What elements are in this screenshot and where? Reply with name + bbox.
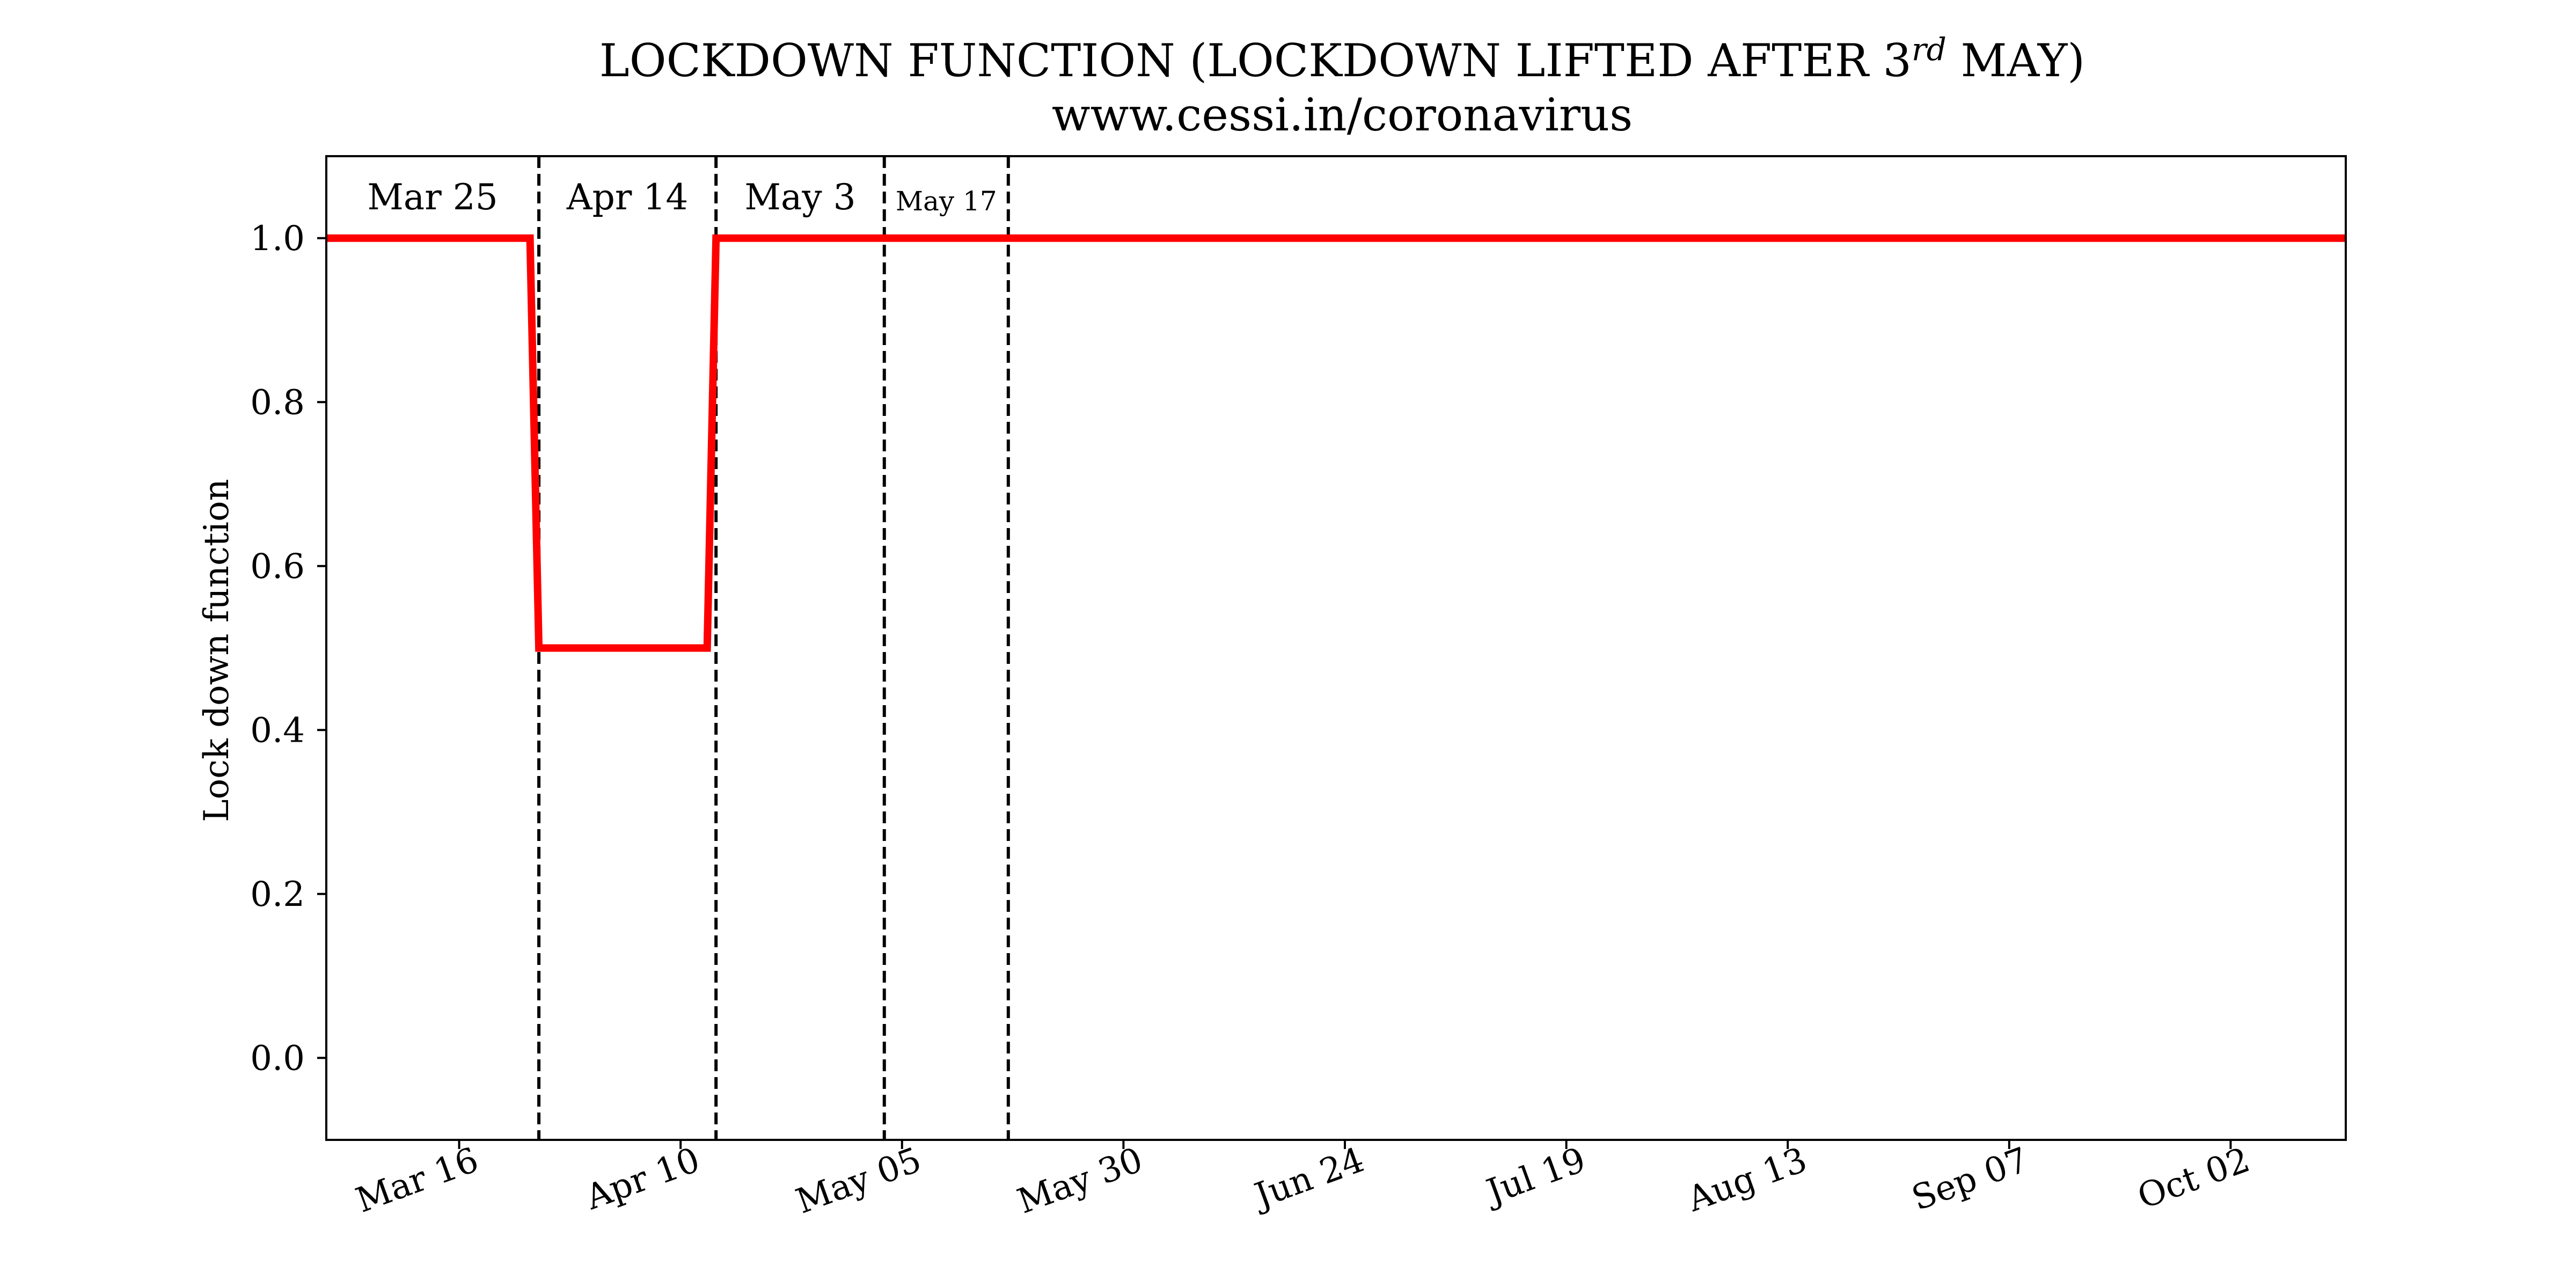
x-tick-label: Sep 07 [1907,1140,2033,1218]
x-tick-label: Mar 16 [351,1140,484,1220]
x-axis: Mar 16 Apr 10 May 05 May 30 Jun 24 Jul 19 Aug … [351,1140,2255,1222]
x-tick-label: May 05 [791,1140,926,1221]
y-tick-label: 0.0 [250,1038,305,1078]
x-tick-label: Jul 19 [1479,1140,1591,1213]
svg-text:LOCKDOWN FUNCTION (LOCKDOWN LI: LOCKDOWN FUNCTION (LOCKDOWN LIFTED AFTER… [599,31,2085,87]
series-line [326,234,2346,652]
reference-line-labels: Mar 25 Apr 14 May 3 May 17 [367,177,997,218]
data-series [326,234,2346,652]
y-tick-label: 0.2 [250,875,305,914]
x-tick-label: Aug 13 [1682,1140,1812,1220]
y-tick-label: 0.4 [250,711,305,750]
y-axis-label: Lock down function [197,479,237,822]
x-tick-label: May 30 [1013,1140,1148,1221]
reference-line-label: May 17 [896,186,997,217]
x-tick-label: Jun 24 [1247,1140,1369,1217]
x-tick-label: Apr 10 [580,1140,705,1218]
chart-subtitle: www.cessi.in/coronavirus [1052,89,1633,141]
y-tick-label: 0.6 [250,547,305,587]
x-tick-label: Oct 02 [2133,1140,2255,1217]
reference-line-label: Mar 25 [367,177,497,218]
chart-title: LOCKDOWN FUNCTION (LOCKDOWN LIFTED AFTER… [599,31,2085,141]
reference-line-label: May 3 [744,177,855,218]
reference-line-label: Apr 14 [566,177,688,218]
title-suffix: MAY) [1946,34,2085,87]
plot-area-frame [325,155,2347,1141]
y-tick-label: 1.0 [250,219,305,259]
title-superscript: rd [1912,31,1946,68]
y-tick-label: 0.8 [250,383,305,422]
y-axis: 0.0 0.2 0.4 0.6 0.8 1.0 [250,219,326,1078]
title-main: LOCKDOWN FUNCTION (LOCKDOWN LIFTED AFTER… [599,34,1912,87]
